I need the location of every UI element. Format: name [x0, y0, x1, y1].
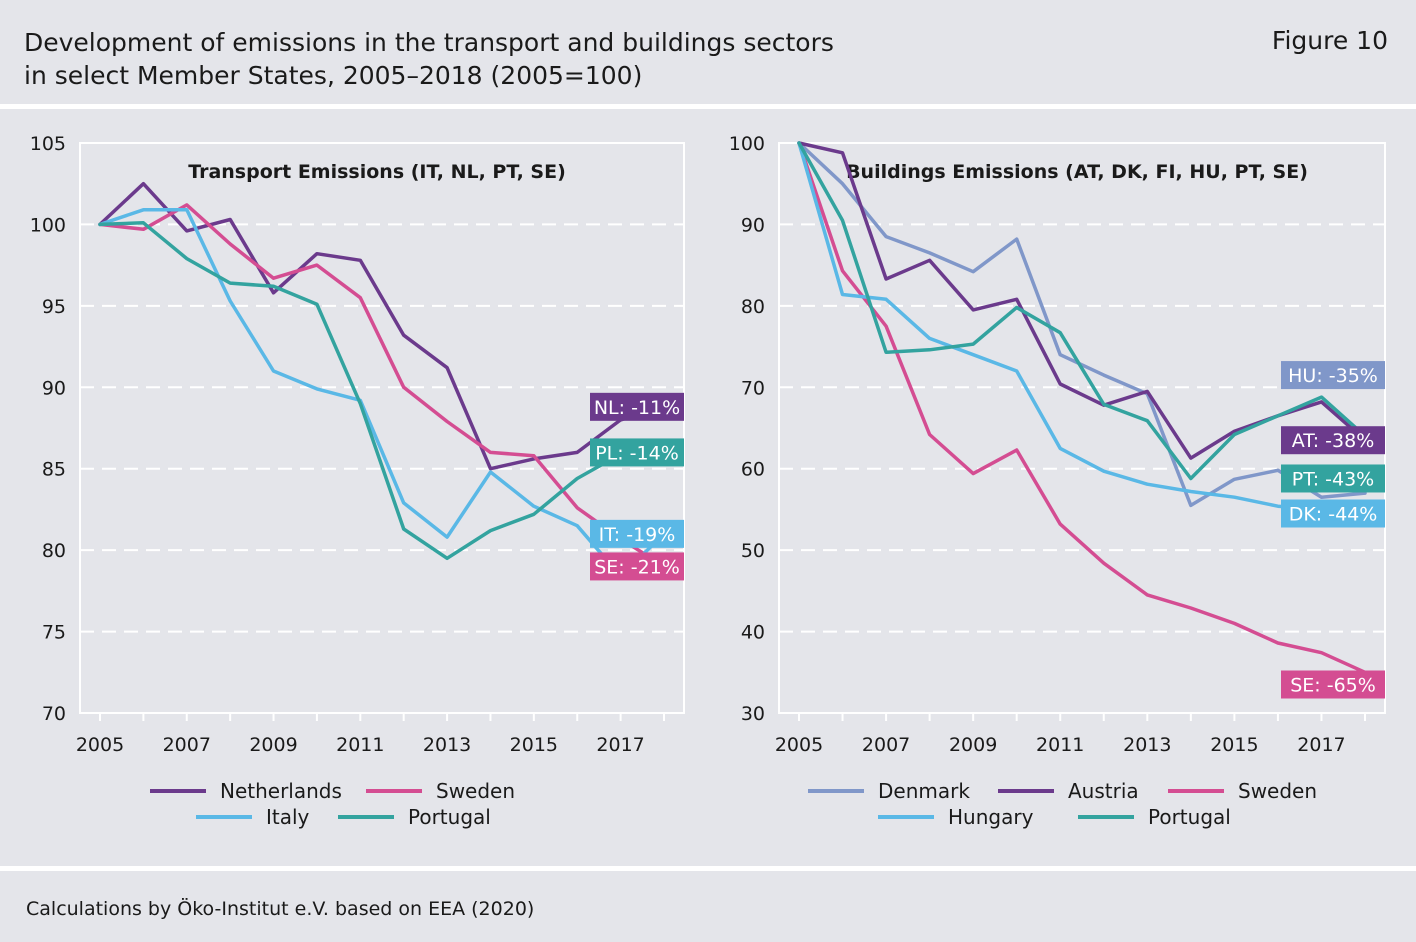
buildings-end-label-box — [1281, 499, 1385, 528]
buildings-legend-label: Portugal — [1148, 805, 1231, 829]
buildings-legend-label: Hungary — [948, 805, 1034, 829]
buildings-x-tick-label: 2007 — [862, 734, 910, 756]
transport-x-tick-label: 2015 — [510, 734, 558, 756]
buildings-y-tick-label: 100 — [729, 133, 765, 155]
transport-x-tick-label: 2009 — [249, 734, 297, 756]
buildings-chart-title: Buildings Emissions (AT, DK, FI, HU, PT,… — [846, 161, 1308, 183]
buildings-x-tick-label: 2015 — [1210, 734, 1258, 756]
transport-end-label-box — [590, 438, 684, 467]
transport-y-tick-label: 95 — [42, 296, 66, 318]
buildings-end-label-box — [1281, 670, 1385, 699]
buildings-series-denmark-line — [797, 141, 1367, 508]
transport-series-sweden-line — [98, 203, 666, 569]
buildings-y-tick-label: 40 — [741, 622, 765, 644]
buildings-y-tick-label: 90 — [741, 214, 765, 236]
figure-title-line-2: in select Member States, 2005–2018 (2005… — [24, 61, 643, 90]
buildings-x-tick-label: 2009 — [949, 734, 997, 756]
transport-legend-label: Italy — [266, 805, 310, 829]
buildings-end-label: PT: -43% — [1292, 468, 1375, 490]
transport-end-label: NL: -11% — [594, 397, 680, 419]
buildings-y-tick-label: 80 — [741, 296, 765, 318]
transport-y-tick-label: 70 — [42, 703, 66, 725]
source-note: Calculations by Öko-Institut e.V. based … — [26, 898, 535, 920]
charts-area: 70 75 80 85 90 95 100 105 2005 2007 2009 2011 2013 20… — [30, 133, 1386, 829]
transport-chart-title: Transport Emissions (IT, NL, PT, SE) — [188, 161, 566, 183]
transport-x-tick-label: 2013 — [423, 734, 471, 756]
transport-y-tick-label: 85 — [42, 459, 66, 481]
figure-header: Development of emissions in the transpor… — [0, 0, 1416, 104]
transport-y-tick-label: 75 — [42, 622, 66, 644]
transport-x-tick-label: 2005 — [76, 734, 124, 756]
transport-y-tick-label: 100 — [30, 214, 66, 236]
buildings-legend-label: Denmark — [878, 779, 970, 803]
figure-number: Figure 10 — [1271, 26, 1388, 55]
transport-series-portugal-line — [98, 221, 666, 561]
transport-legend-label: Portugal — [408, 805, 491, 829]
transport-end-label: PL: -14% — [595, 442, 679, 464]
footer-divider — [0, 866, 1416, 871]
figure-title: Development of emissions in the transpor… — [24, 26, 834, 92]
transport-end-label-box — [590, 392, 684, 421]
transport-end-label: SE: -21% — [594, 556, 680, 578]
buildings-legend-label: Austria — [1068, 779, 1139, 803]
buildings-end-label: AT: -38% — [1292, 430, 1375, 452]
header-divider — [0, 104, 1416, 109]
buildings-end-label-box — [1281, 464, 1385, 493]
transport-series-netherlands-line — [98, 181, 666, 471]
buildings-x-tick-label: 2017 — [1297, 734, 1345, 756]
buildings-y-tick-label: 50 — [741, 540, 765, 562]
buildings-end-label: HU: -35% — [1288, 365, 1378, 387]
buildings-series-hungary-line — [797, 141, 1367, 512]
transport-end-label-box — [590, 519, 684, 548]
transport-x-tick-label: 2007 — [163, 734, 211, 756]
buildings-y-tick-label: 30 — [741, 703, 765, 725]
buildings-series-portugal-line — [797, 141, 1367, 481]
figure-title-line-1: Development of emissions in the transpor… — [24, 28, 834, 57]
transport-x-tick-label: 2017 — [596, 734, 644, 756]
transport-x-tick-label: 2011 — [336, 734, 384, 756]
buildings-end-label-box — [1281, 361, 1385, 390]
transport-series-italy-line — [98, 208, 666, 578]
buildings-end-label-box — [1281, 426, 1385, 455]
buildings-x-tick-label: 2013 — [1123, 734, 1171, 756]
buildings-legend-label: Sweden — [1238, 779, 1317, 803]
transport-y-tick-label: 90 — [42, 377, 66, 399]
buildings-y-tick-label: 60 — [741, 459, 765, 481]
buildings-y-tick-label: 70 — [741, 377, 765, 399]
transport-y-tick-label: 80 — [42, 540, 66, 562]
transport-plot-frame — [79, 142, 685, 714]
transport-legend-label: Sweden — [436, 779, 515, 803]
buildings-x-tick-label: 2011 — [1036, 734, 1084, 756]
buildings-x-tick-label: 2005 — [775, 734, 823, 756]
transport-y-tick-label: 105 — [30, 133, 66, 155]
buildings-series-sweden-line — [797, 141, 1367, 675]
transport-legend-label: Netherlands — [220, 779, 342, 803]
buildings-end-label: DK: -44% — [1289, 504, 1378, 526]
transport-end-label: IT: -19% — [599, 524, 676, 546]
transport-end-label-box — [590, 552, 684, 581]
buildings-end-label: SE: -65% — [1290, 675, 1376, 697]
